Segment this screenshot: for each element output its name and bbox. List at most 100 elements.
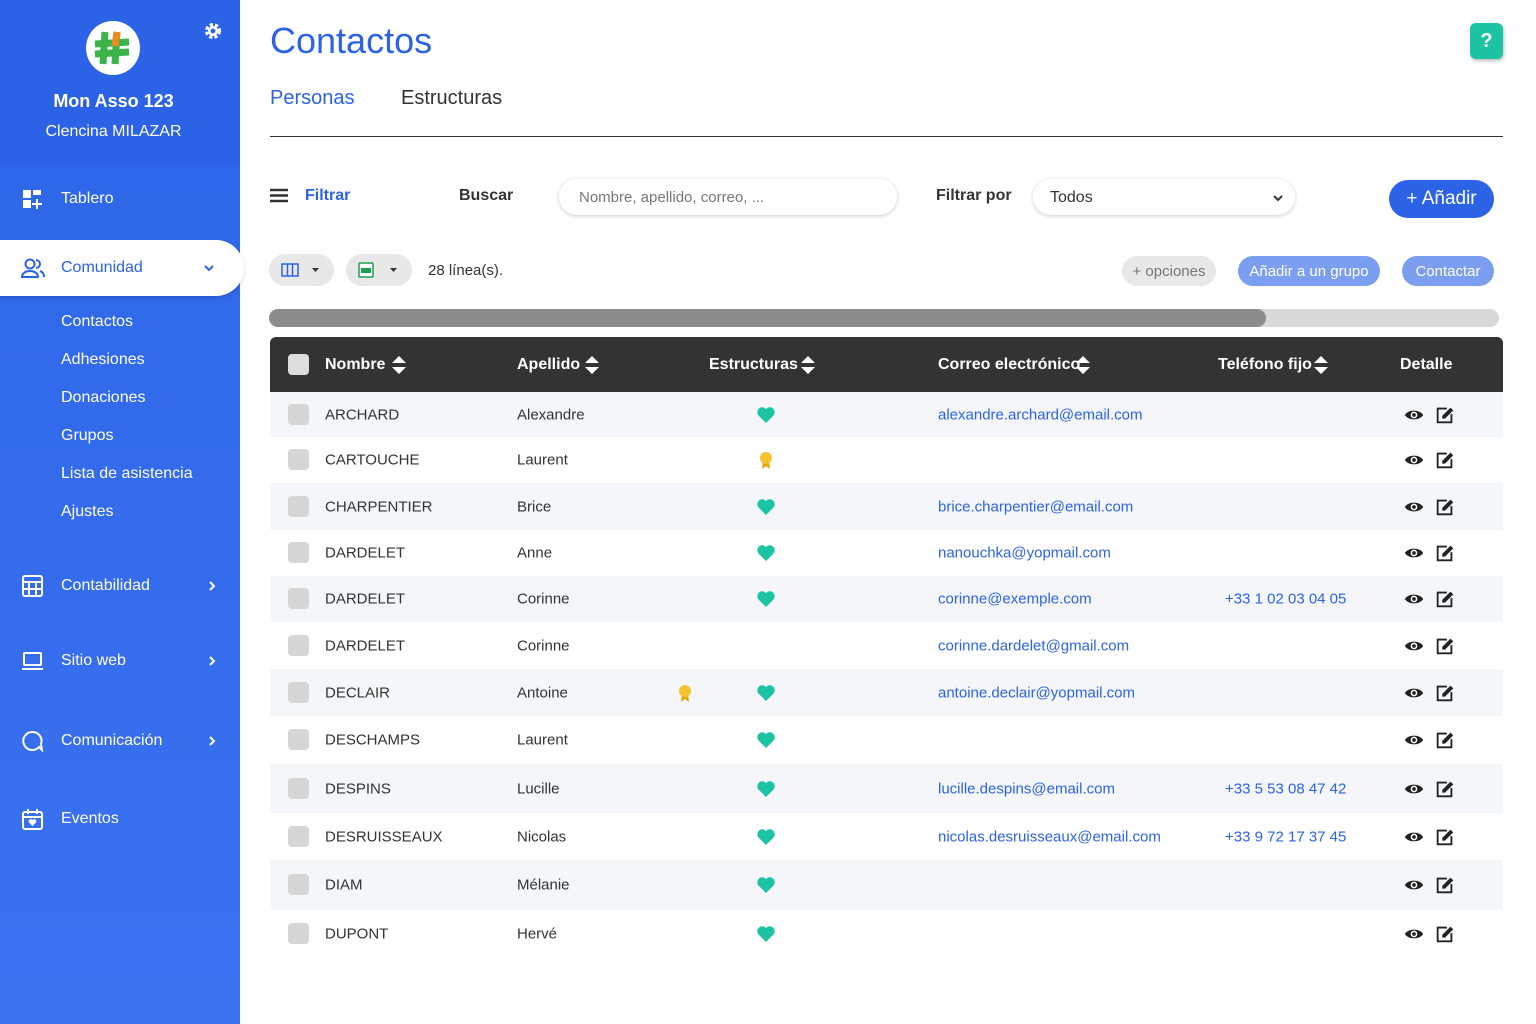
edit-icon[interactable] <box>1434 588 1456 610</box>
filter-select[interactable]: Todos <box>1033 179 1295 215</box>
submenu-item[interactable]: Grupos <box>61 427 114 444</box>
row-checkbox[interactable] <box>288 777 309 799</box>
email-link[interactable]: nanouchka@yopmail.com <box>938 544 1111 562</box>
row-checkbox[interactable] <box>288 588 309 609</box>
view-icon[interactable] <box>1404 636 1424 656</box>
nav-item[interactable]: Sitio web <box>61 652 126 669</box>
sort-icon[interactable] <box>800 355 816 375</box>
help-button[interactable]: ? <box>1470 23 1503 59</box>
phone-link[interactable]: +33 5 53 08 47 42 <box>1225 780 1347 797</box>
add-button[interactable]: + Añadir <box>1389 180 1494 218</box>
filter-icon[interactable] <box>270 188 288 203</box>
view-icon[interactable] <box>1404 779 1424 799</box>
row-checkbox[interactable] <box>288 449 309 470</box>
chevron-down <box>204 265 214 272</box>
export-button[interactable] <box>346 254 412 286</box>
structure-heart <box>756 497 776 517</box>
edit-icon[interactable] <box>1434 729 1456 751</box>
submenu-item[interactable]: Donaciones <box>61 389 146 406</box>
row-checkbox[interactable] <box>288 403 309 425</box>
view-icon[interactable] <box>1404 924 1424 944</box>
edit-icon[interactable] <box>1434 923 1456 945</box>
column-header[interactable]: Apellido <box>517 355 581 373</box>
email-link[interactable]: antoine.declair@yopmail.com <box>938 684 1135 701</box>
email-link[interactable]: corinne.dardelet@gmail.com <box>938 637 1130 654</box>
last-name: CARTOUCHE <box>325 451 420 469</box>
search-input[interactable]: Nombre, apellido, correo, ... <box>559 179 897 215</box>
view-icon[interactable] <box>1404 730 1424 750</box>
sort-icon[interactable] <box>584 355 600 375</box>
table-row: DESPINS Lucille lucille.despins@email.com +… <box>270 764 1503 813</box>
edit-icon[interactable] <box>1434 496 1456 518</box>
phone-link[interactable]: +33 9 72 17 37 45 <box>1225 828 1347 845</box>
structure-heart-graphic <box>756 405 776 425</box>
structure-heart <box>756 543 776 563</box>
column-header[interactable]: Teléfono fijo <box>1218 355 1312 373</box>
add-to-group-button[interactable]: Añadir a un grupo <box>1238 256 1380 286</box>
view-icon[interactable] <box>1404 875 1424 895</box>
nav-item[interactable]: Contabilidad <box>61 577 150 594</box>
scroll-thumb[interactable] <box>269 309 1266 327</box>
email-link[interactable]: corinne@exemple.com <box>938 590 1092 608</box>
structure-award-graphic <box>675 683 695 703</box>
view-icon[interactable] <box>1404 450 1424 470</box>
view-icon[interactable] <box>1404 589 1424 609</box>
options-button[interactable]: + opciones <box>1122 256 1216 286</box>
sort-icon[interactable] <box>1075 355 1091 375</box>
edit-icon-graphic <box>1434 542 1456 564</box>
edit-icon[interactable] <box>1434 682 1456 704</box>
edit-icon[interactable] <box>1434 778 1456 800</box>
row-checkbox[interactable] <box>288 874 309 895</box>
select-all[interactable] <box>288 354 309 375</box>
nav-item[interactable]: Eventos <box>61 810 119 827</box>
tab[interactable]: Estructuras <box>401 87 503 109</box>
row-checkbox[interactable] <box>288 825 309 847</box>
row-checkbox[interactable] <box>288 542 309 563</box>
submenu-item[interactable]: Ajustes <box>61 503 114 520</box>
settings-icon[interactable] <box>203 21 223 41</box>
column-header[interactable]: Nombre <box>325 355 386 373</box>
nav-active-bg <box>0 240 244 296</box>
view-icon[interactable] <box>1404 405 1424 425</box>
phone-link[interactable]: +33 1 02 03 04 05 <box>1225 590 1347 608</box>
email-link[interactable]: brice.charpentier@email.com <box>938 498 1134 515</box>
email-link[interactable]: lucille.despins@email.com <box>938 780 1115 797</box>
org-name: Mon Asso 123 <box>53 91 174 111</box>
column-header[interactable]: Estructuras <box>709 355 798 373</box>
contact-button[interactable]: Contactar <box>1402 256 1494 286</box>
row-checkbox[interactable] <box>288 495 309 517</box>
submenu-item[interactable]: Lista de asistencia <box>61 465 193 482</box>
tab-active[interactable]: Personas <box>270 87 355 109</box>
row-checkbox[interactable] <box>288 923 309 944</box>
columns-button[interactable] <box>269 254 334 286</box>
nav-item[interactable]: Comunicación <box>61 732 163 749</box>
column-header[interactable]: Correo electrónico <box>938 355 1081 373</box>
view-icon[interactable] <box>1404 497 1424 517</box>
edit-icon[interactable] <box>1434 542 1456 564</box>
submenu-item[interactable]: Contactos <box>61 313 134 330</box>
row-checkbox[interactable] <box>288 729 309 750</box>
edit-icon[interactable] <box>1434 874 1456 896</box>
edit-icon-graphic <box>1434 635 1456 657</box>
sort-icon[interactable] <box>1313 355 1329 375</box>
sort-icon[interactable] <box>391 355 407 375</box>
view-icon[interactable] <box>1404 827 1424 847</box>
nav-item[interactable]: Tablero <box>61 190 114 207</box>
edit-icon[interactable] <box>1434 826 1456 848</box>
search-label: Buscar <box>459 187 514 204</box>
row-checkbox[interactable] <box>288 681 309 703</box>
edit-icon[interactable] <box>1434 404 1456 426</box>
submenu-item[interactable]: Adhesiones <box>61 351 145 368</box>
nav-icon <box>21 258 45 278</box>
filter-toggle[interactable]: Filtrar <box>305 187 351 204</box>
row-checkbox[interactable] <box>288 634 309 656</box>
structure-heart <box>756 683 776 703</box>
email-link[interactable]: nicolas.desruisseaux@email.com <box>938 828 1161 845</box>
email-link[interactable]: alexandre.archard@email.com <box>938 406 1143 423</box>
edit-icon[interactable] <box>1434 449 1456 471</box>
table-row: DESRUISSEAUX Nicolas nicolas.desruisseaux@… <box>270 813 1503 860</box>
view-icon[interactable] <box>1404 543 1424 563</box>
edit-icon[interactable] <box>1434 635 1456 657</box>
view-icon[interactable] <box>1404 683 1424 703</box>
nav-item-active[interactable]: Comunidad <box>61 259 143 276</box>
